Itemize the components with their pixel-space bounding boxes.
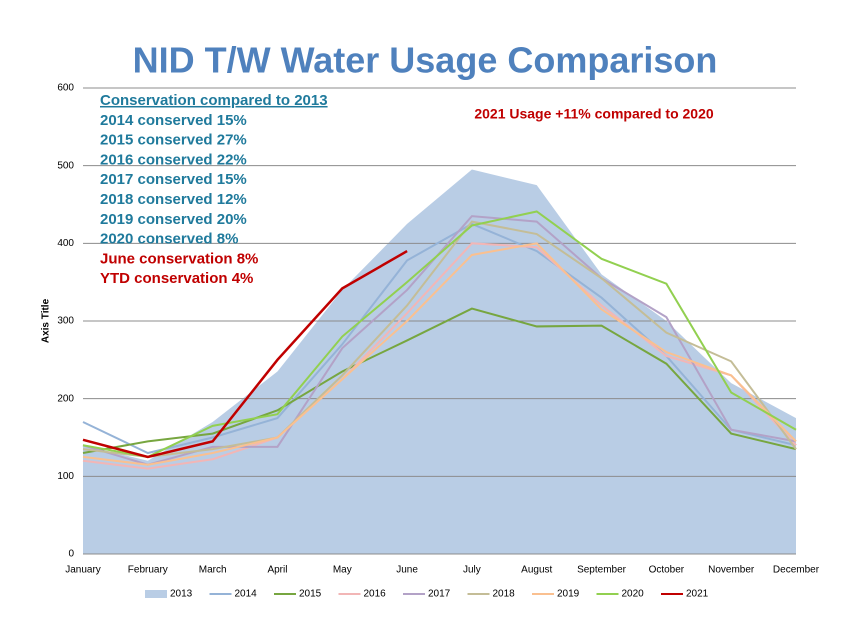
legend-label: 2016: [364, 589, 387, 600]
legend-label: 2015: [299, 589, 322, 600]
annotation: Conservation compared to 2013: [100, 92, 328, 109]
x-tick-label: August: [521, 565, 552, 576]
line: [82, 250, 408, 459]
annotation: 2014 conserved 15%: [100, 112, 247, 129]
y-tick-label: 0: [68, 549, 74, 560]
x-tick-label: May: [333, 565, 352, 576]
legend-label: 2017: [428, 589, 451, 600]
legend-label: 2014: [235, 589, 258, 600]
y-tick-label: 200: [57, 393, 74, 404]
line: [82, 220, 797, 458]
legend-label: 2021: [686, 589, 709, 600]
x-tick-label: July: [463, 565, 481, 576]
area: [83, 169, 796, 555]
annotation: 2017 conserved 15%: [100, 171, 247, 188]
legend-swatch: [145, 590, 167, 598]
y-axis-title: Axis Title: [41, 298, 52, 343]
chart-title: NID T/W Water Usage Comparison: [133, 40, 718, 81]
line: [82, 222, 797, 455]
x-tick-label: January: [65, 565, 101, 576]
line: [82, 242, 797, 466]
line: [82, 210, 797, 458]
note: 2021 Usage +11% compared to 2020: [474, 106, 714, 122]
legend-label: 2018: [493, 589, 516, 600]
x-tick-label: October: [649, 565, 685, 576]
line: [82, 242, 797, 470]
y-tick-label: 500: [57, 160, 74, 171]
x-tick-label: September: [577, 565, 627, 576]
legend-label: 2013: [170, 589, 193, 600]
line: [82, 307, 797, 455]
legend-label: 2020: [622, 589, 645, 600]
y-tick-label: 100: [57, 471, 74, 482]
annotation: 2016 conserved 22%: [100, 151, 247, 168]
x-tick-label: June: [396, 565, 418, 576]
annotation: YTD conservation 4%: [100, 270, 253, 287]
legend-label: 2019: [557, 589, 580, 600]
x-tick-label: November: [708, 565, 755, 576]
annotation: 2020 conserved 8%: [100, 231, 238, 248]
y-tick-label: 600: [57, 83, 74, 94]
x-tick-label: February: [128, 565, 168, 576]
x-tick-label: April: [267, 565, 287, 576]
annotation: 2015 conserved 27%: [100, 132, 247, 149]
x-tick-label: December: [773, 565, 820, 576]
x-tick-label: March: [199, 565, 227, 576]
y-tick-label: 400: [57, 238, 74, 249]
y-tick-label: 300: [57, 316, 74, 327]
annotation: 2018 conserved 12%: [100, 191, 247, 208]
annotation: 2019 conserved 20%: [100, 211, 247, 228]
annotation: June conservation 8%: [100, 250, 258, 267]
